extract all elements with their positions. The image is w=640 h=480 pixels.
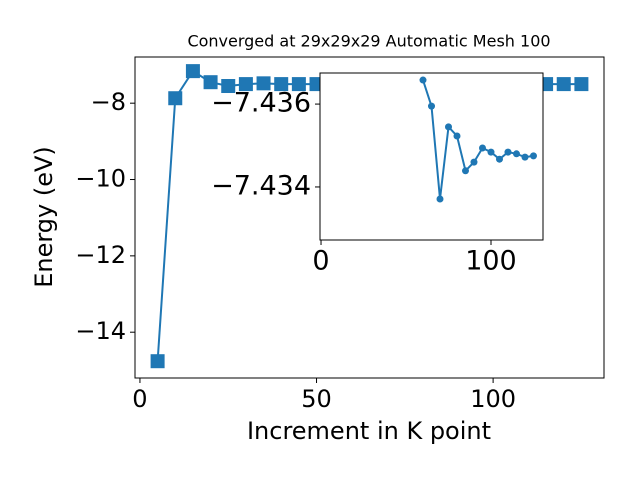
axes-frame (319, 72, 544, 241)
data-marker (150, 354, 165, 369)
data-marker (168, 91, 183, 106)
y-tick-label: −12 (75, 241, 126, 269)
data-marker (512, 150, 520, 158)
data-marker (436, 195, 444, 203)
data-marker (221, 79, 236, 94)
data-marker (529, 152, 537, 160)
data-marker (487, 148, 495, 156)
y-tick-label: −8 (91, 88, 126, 116)
data-marker (444, 123, 452, 131)
y-axis-label: Energy (eV) (30, 146, 58, 288)
data-marker (461, 167, 469, 175)
x-tick-label: 100 (465, 246, 517, 277)
x-tick-label: 0 (132, 385, 147, 413)
x-axis-label: Increment in K point (247, 417, 491, 445)
data-marker (291, 77, 306, 92)
data-marker (470, 158, 478, 166)
x-tick-label: 100 (470, 385, 516, 413)
data-marker (419, 76, 427, 84)
y-tick-label: −14 (75, 317, 126, 345)
plot-area (320, 73, 543, 240)
chart-title: Converged at 29x29x29 Automatic Mesh 100 (187, 32, 550, 51)
data-marker (574, 77, 589, 92)
data-marker (185, 64, 200, 79)
axes-frame (134, 56, 605, 379)
data-marker (428, 102, 435, 110)
data-marker (504, 148, 512, 156)
data-marker (478, 144, 486, 152)
y-tick-label: −10 (75, 165, 126, 193)
data-marker (556, 77, 571, 92)
y-tick-label: −7.436 (211, 88, 311, 119)
data-marker (495, 155, 503, 163)
x-tick-label: 0 (312, 246, 329, 277)
y-tick-label: −7.434 (211, 170, 311, 201)
data-marker (274, 77, 289, 92)
data-marker (238, 77, 253, 92)
data-marker (256, 76, 271, 91)
data-marker (453, 132, 461, 140)
data-marker (203, 75, 218, 90)
data-marker (521, 153, 529, 161)
x-tick-label: 50 (301, 385, 332, 413)
